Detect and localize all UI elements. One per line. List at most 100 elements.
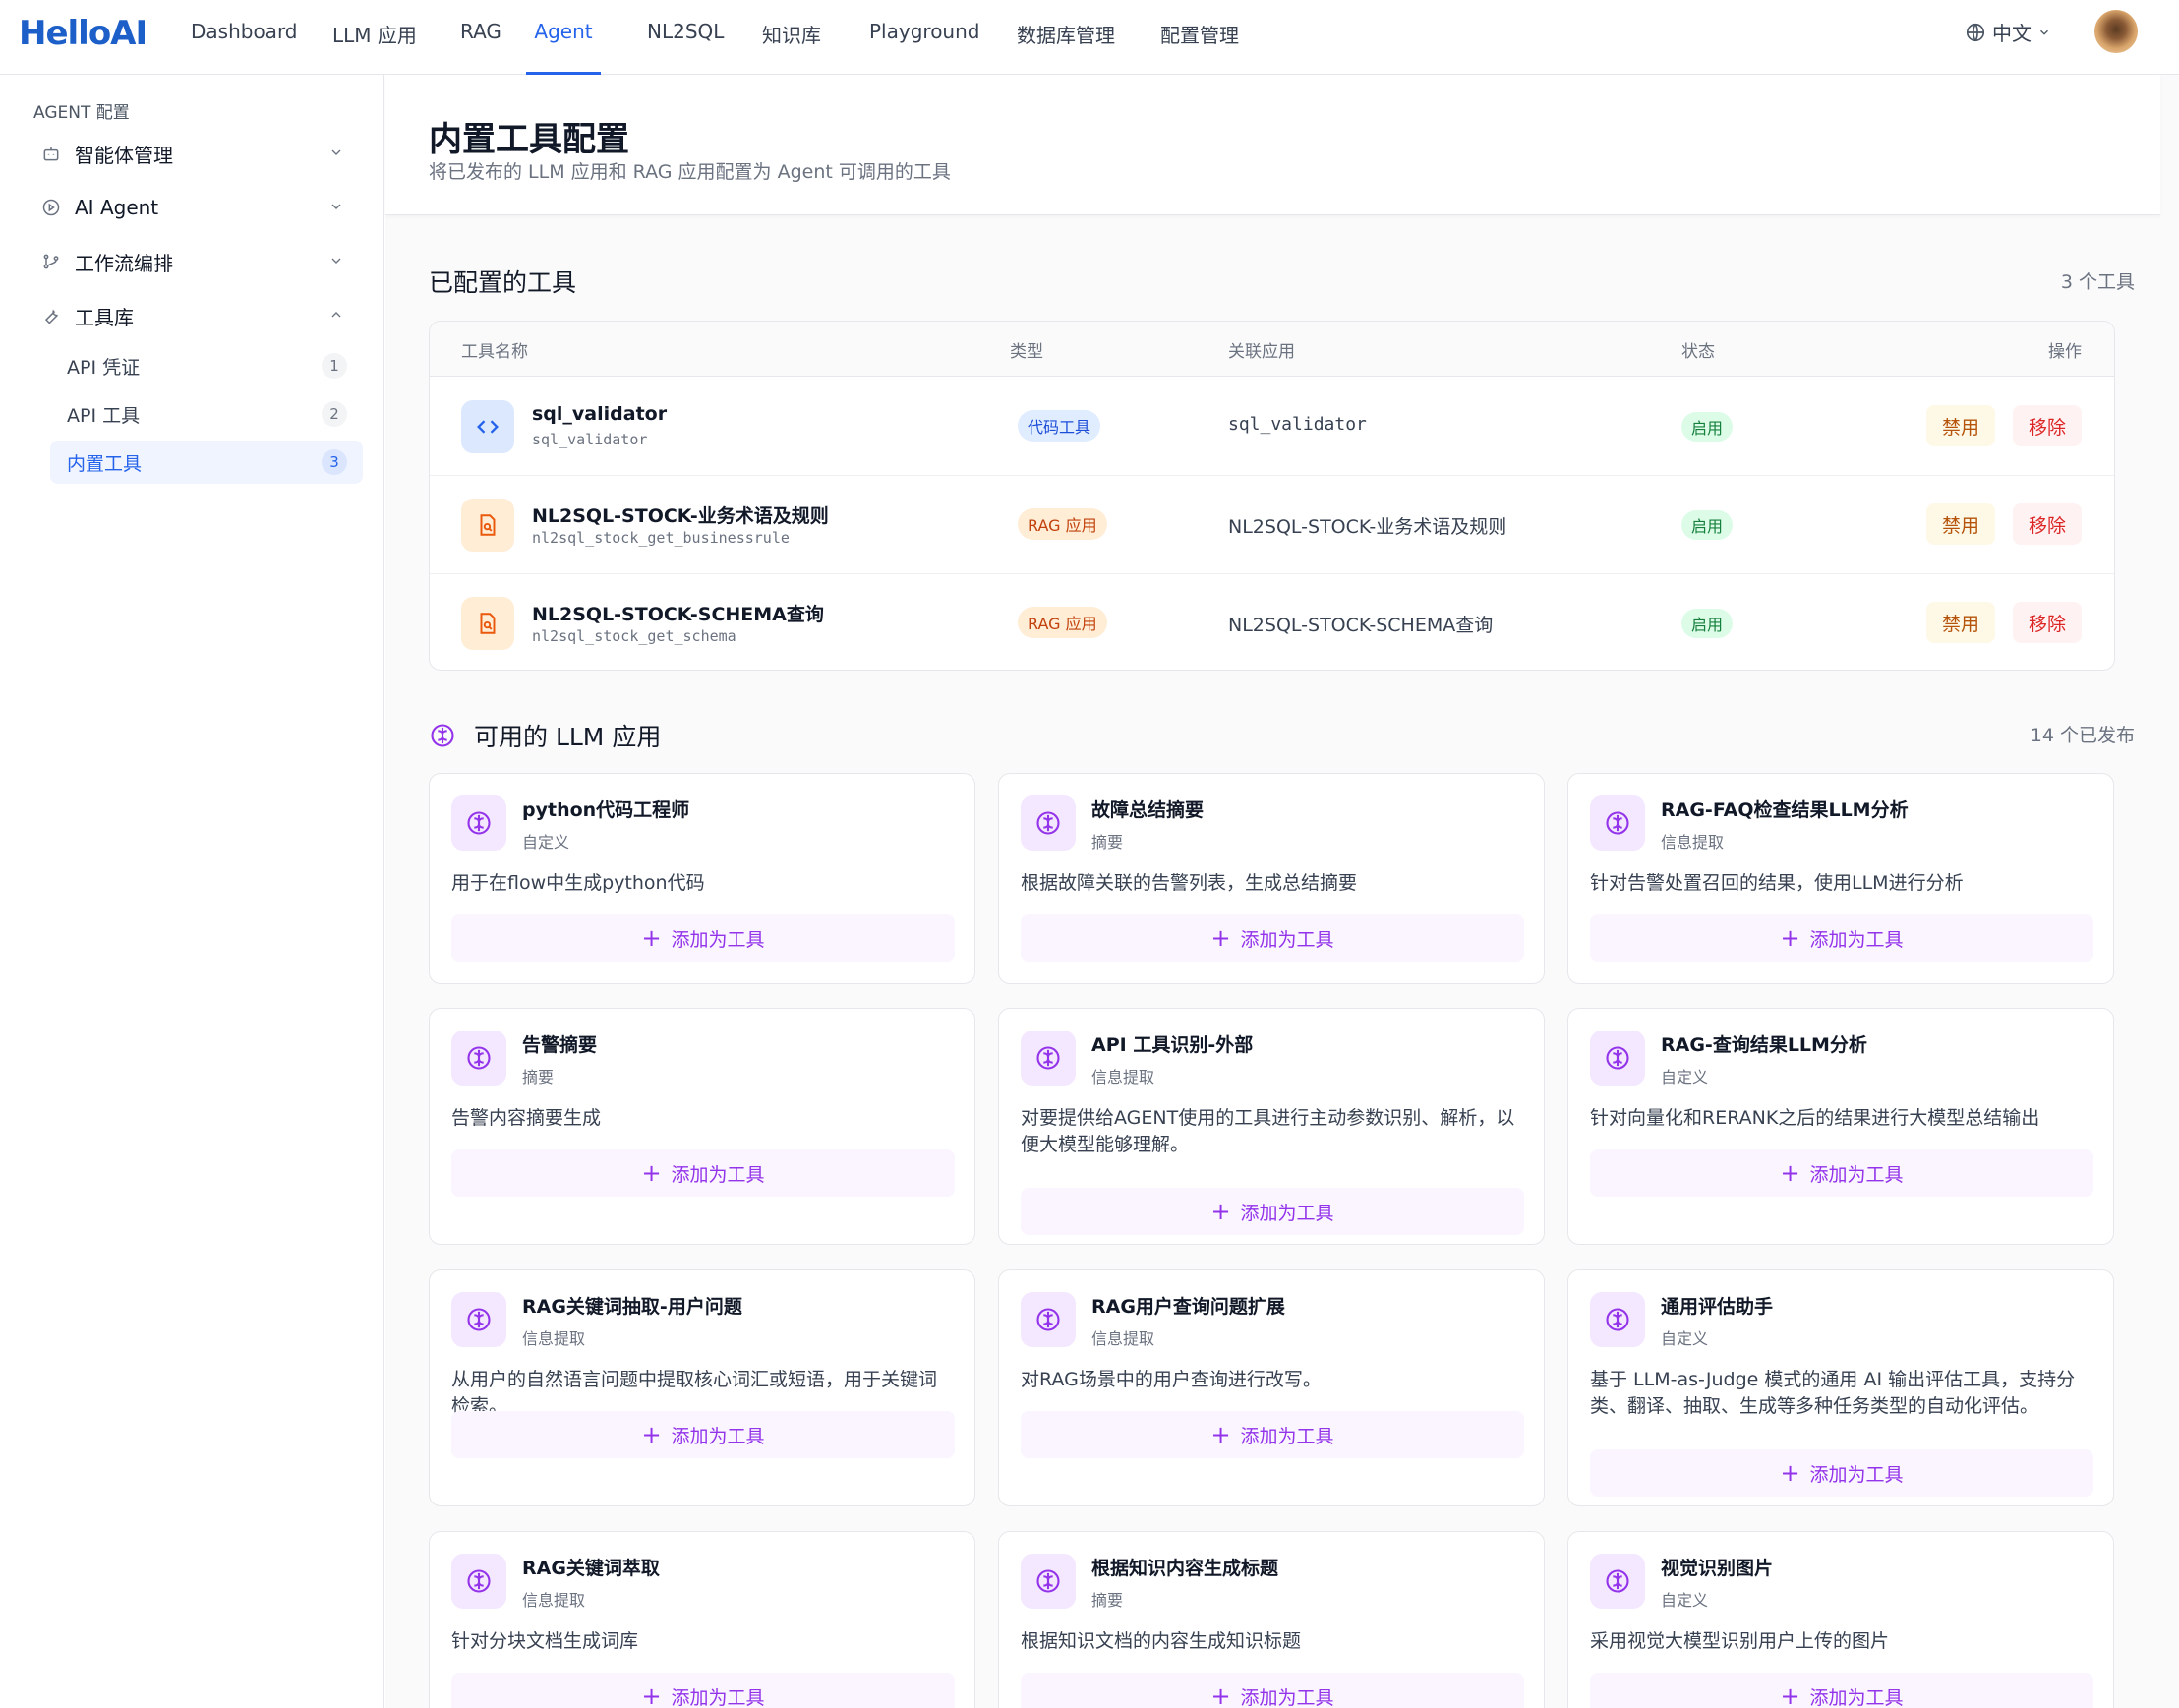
nav-tab-knowledge[interactable]: 知识库: [762, 24, 821, 47]
card-tag: 自定义: [1661, 1591, 1709, 1610]
llm-app-card: RAG用户查询问题扩展 信息提取 对RAG场景中的用户查询进行改写。 + 添加为工具: [998, 1269, 1545, 1506]
add-as-tool-button[interactable]: + 添加为工具: [451, 1673, 955, 1708]
brain-icon: [451, 795, 506, 851]
add-as-tool-button[interactable]: + 添加为工具: [1021, 1673, 1524, 1708]
brain-icon: [1021, 1554, 1076, 1609]
page-title: 内置工具配置: [429, 120, 629, 159]
plus-icon: +: [1210, 924, 1231, 952]
app-logo[interactable]: HelloAI: [19, 14, 147, 53]
card-description: 针对分块文档生成词库: [451, 1630, 639, 1652]
chevron-down-icon: [328, 196, 344, 219]
nav-tab-config[interactable]: 配置管理: [1160, 24, 1239, 47]
add-as-tool-button[interactable]: + 添加为工具: [1590, 1149, 2093, 1197]
card-title: 根据知识内容生成标题: [1091, 1558, 1279, 1579]
card-title: python代码工程师: [522, 799, 690, 821]
add-as-tool-button[interactable]: + 添加为工具: [451, 914, 955, 962]
add-as-tool-button[interactable]: + 添加为工具: [1021, 1411, 1524, 1458]
plus-icon: +: [1210, 1198, 1231, 1225]
configured-count: 3 个工具: [2060, 271, 2135, 293]
globe-icon: [1966, 23, 1985, 41]
sidebar-item-label: AI Agent: [75, 196, 159, 219]
add-as-tool-button[interactable]: + 添加为工具: [1021, 1188, 1524, 1235]
card-tag: 摘要: [1091, 833, 1124, 852]
add-as-tool-button[interactable]: + 添加为工具: [451, 1149, 955, 1197]
column-header-actions: 操作: [2048, 341, 2082, 362]
table-row: sql_validator sql_validator 代码工具 sql_val…: [430, 378, 2114, 476]
sidebar-item-label: 智能体管理: [75, 143, 173, 167]
llm-section-label: 可用的 LLM 应用: [474, 723, 662, 751]
card-description: 采用视觉大模型识别用户上传的图片: [1590, 1630, 1890, 1652]
card-title: 告警摘要: [522, 1034, 598, 1056]
disable-button[interactable]: 禁用: [1926, 503, 1995, 545]
llm-app-card: 告警摘要 摘要 告警内容摘要生成 + 添加为工具: [429, 1008, 975, 1245]
card-tag: 信息提取: [1091, 1329, 1155, 1348]
language-label: 中文: [1992, 22, 2032, 45]
llm-app-card: 故障总结摘要 摘要 根据故障关联的告警列表，生成总结摘要 + 添加为工具: [998, 773, 1545, 984]
card-description: 针对告警处置召回的结果，使用LLM进行分析: [1590, 872, 1964, 894]
sidebar: AGENT 配置 智能体管理 AI Agent 工作流编排 工具库 API 凭证…: [0, 75, 384, 1708]
sidebar-item-ai-agent[interactable]: AI Agent: [39, 188, 344, 227]
linked-app: NL2SQL-STOCK-业务术语及规则: [1228, 516, 1507, 538]
remove-button[interactable]: 移除: [2013, 602, 2082, 643]
llm-app-card: RAG关键词抽取-用户问题 信息提取 从用户的自然语言问题中提取核心词汇或短语，用于…: [429, 1269, 975, 1506]
card-tag: 信息提取: [1091, 1068, 1155, 1087]
llm-app-card: 视觉识别图片 自定义 采用视觉大模型识别用户上传的图片 + 添加为工具: [1567, 1531, 2114, 1708]
user-avatar[interactable]: [2094, 10, 2138, 53]
nav-tab-llm[interactable]: LLM 应用: [332, 24, 417, 47]
add-as-tool-label: 添加为工具: [1809, 1463, 1904, 1486]
brain-icon: [1590, 1031, 1645, 1086]
card-title: RAG关键词萃取: [522, 1558, 660, 1579]
nav-tab-database[interactable]: 数据库管理: [1017, 24, 1115, 47]
nav-tab-dashboard[interactable]: Dashboard: [191, 20, 298, 43]
sidebar-item-toolbox[interactable]: 工具库: [39, 296, 344, 335]
top-navbar: HelloAI Dashboard LLM 应用 RAG Agent NL2SQ…: [0, 0, 2179, 75]
tool-name: sql_validator: [532, 403, 668, 425]
brain-icon: [1021, 1292, 1076, 1347]
table-header: 工具名称 类型 关联应用 状态 操作: [430, 322, 2114, 377]
add-as-tool-button[interactable]: + 添加为工具: [1590, 1673, 2093, 1708]
page-subtitle: 将已发布的 LLM 应用和 RAG 应用配置为 Agent 可调用的工具: [429, 161, 951, 183]
count-badge: 3: [322, 449, 347, 475]
card-tag: 摘要: [1091, 1591, 1124, 1610]
file-search-icon: [461, 597, 514, 650]
add-as-tool-button[interactable]: + 添加为工具: [451, 1411, 955, 1458]
plus-icon: +: [641, 1159, 662, 1187]
sidebar-subitem-builtin-tools[interactable]: 内置工具 3: [50, 441, 363, 484]
nav-tab-agent[interactable]: Agent: [526, 20, 601, 75]
nav-tab-playground[interactable]: Playground: [869, 20, 980, 43]
sidebar-subitem-api-tools[interactable]: API 工具 2: [50, 392, 363, 436]
remove-button[interactable]: 移除: [2013, 503, 2082, 545]
remove-button[interactable]: 移除: [2013, 405, 2082, 446]
disable-button[interactable]: 禁用: [1926, 602, 1995, 643]
card-description: 针对向量化和RERANK之后的结果进行大模型总结输出: [1590, 1107, 2040, 1129]
add-as-tool-button[interactable]: + 添加为工具: [1021, 914, 1524, 962]
card-tag: 信息提取: [522, 1591, 586, 1610]
add-as-tool-button[interactable]: + 添加为工具: [1590, 914, 2093, 962]
column-header-type: 类型: [1010, 341, 1043, 362]
llm-app-card: API 工具识别-外部 信息提取 对要提供给AGENT使用的工具进行主动参数识别、解…: [998, 1008, 1545, 1245]
add-as-tool-button[interactable]: + 添加为工具: [1590, 1449, 2093, 1497]
tool-name: NL2SQL-STOCK-SCHEMA查询: [532, 604, 824, 625]
sidebar-subitem-api-credentials[interactable]: API 凭证 1: [50, 344, 363, 387]
card-title: API 工具识别-外部: [1091, 1034, 1254, 1056]
sidebar-item-workflow[interactable]: 工作流编排: [39, 242, 344, 281]
language-switcher[interactable]: 中文: [1965, 18, 2051, 46]
nav-tab-nl2sql[interactable]: NL2SQL: [647, 20, 725, 43]
card-description: 告警内容摘要生成: [451, 1107, 602, 1129]
card-title: RAG-查询结果LLM分析: [1661, 1034, 1867, 1056]
sidebar-item-agents[interactable]: 智能体管理: [39, 134, 344, 173]
tool-code: nl2sql_stock_get_businessrule: [532, 529, 790, 547]
status-badge: 启用: [1681, 609, 1734, 638]
column-header-name: 工具名称: [461, 341, 528, 362]
disable-button[interactable]: 禁用: [1926, 405, 1995, 446]
llm-app-card: RAG-查询结果LLM分析 自定义 针对向量化和RERANK之后的结果进行大模型总结…: [1567, 1008, 2114, 1245]
add-as-tool-label: 添加为工具: [1240, 928, 1334, 951]
chevron-down-icon: [2040, 29, 2048, 35]
sidebar-item-label: 工作流编排: [75, 251, 173, 275]
column-header-app: 关联应用: [1228, 341, 1295, 362]
add-as-tool-label: 添加为工具: [1240, 1202, 1334, 1224]
add-as-tool-label: 添加为工具: [671, 928, 765, 951]
brain-icon: [1590, 1292, 1645, 1347]
plus-icon: +: [1780, 1159, 1800, 1187]
nav-tab-rag[interactable]: RAG: [460, 20, 501, 43]
